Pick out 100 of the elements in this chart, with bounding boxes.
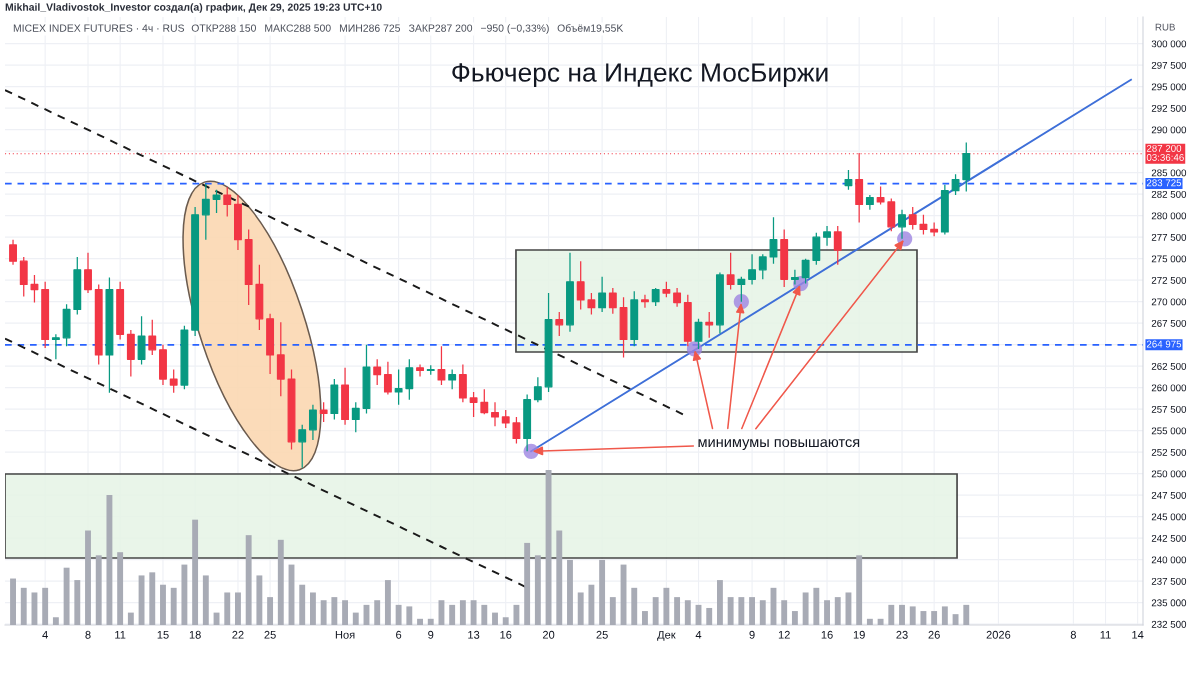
candlestick (201, 183, 210, 241)
x-tick-label: 20 (542, 630, 555, 639)
candlestick (769, 216, 778, 265)
candlestick (801, 258, 810, 285)
y-tick-label: 242 500 (1151, 534, 1187, 542)
bar (888, 604, 895, 625)
ref-line-label: 264 975 (1146, 340, 1182, 348)
candlestick (683, 294, 692, 347)
candlestick (608, 287, 617, 315)
bar (716, 580, 723, 625)
y-tick-label: 240 000 (1151, 556, 1187, 564)
y-tick-label: 270 000 (1151, 298, 1187, 306)
y-tick-label: 267 500 (1151, 319, 1187, 327)
candlestick (426, 364, 435, 376)
bar (181, 564, 188, 625)
bar (759, 600, 766, 625)
bar (20, 587, 27, 625)
candlestick (148, 319, 157, 356)
candlestick (373, 358, 382, 386)
x-tick-label: 14 (1132, 630, 1144, 639)
bar (106, 494, 113, 625)
candlestick (276, 321, 285, 397)
y-tick-label: 237 500 (1151, 577, 1187, 585)
bar (160, 584, 166, 625)
candlestick (9, 239, 17, 266)
x-tick-label: 8 (1070, 630, 1076, 639)
bar (245, 535, 252, 625)
x-tick-label: 25 (264, 630, 276, 639)
bar (224, 592, 231, 625)
bar (427, 618, 434, 625)
candlestick (737, 276, 746, 303)
candlestick (919, 214, 928, 236)
candlestick (223, 186, 232, 218)
y-tick-label: 235 000 (1151, 599, 1187, 607)
candlestick (30, 274, 39, 304)
candlestick (362, 344, 371, 415)
bar (459, 600, 466, 625)
bar (42, 587, 49, 625)
y-tick-label: 285 000 (1151, 169, 1187, 177)
y-axis-title: RUB (1155, 23, 1175, 31)
bar (85, 530, 91, 625)
bar (320, 600, 327, 625)
bar (781, 600, 788, 625)
x-tick-label: 4 (42, 630, 48, 639)
candlestick (726, 252, 735, 291)
bar (513, 604, 520, 625)
bar (609, 597, 616, 625)
candlestick (159, 344, 167, 386)
y-tick-label: 292 500 (1151, 104, 1187, 112)
candlestick (758, 253, 767, 280)
y-tick-label: 257 500 (1151, 405, 1187, 413)
bar (824, 600, 830, 625)
bar (749, 597, 756, 625)
candlestick (855, 152, 864, 224)
bar (127, 612, 134, 625)
bar (802, 592, 809, 625)
candlestick (630, 290, 639, 347)
bar (899, 604, 905, 625)
candlestick (555, 311, 564, 337)
candlestick (169, 368, 178, 394)
bar (877, 618, 884, 625)
candlestick (41, 281, 50, 349)
candlestick (94, 283, 103, 366)
bar (331, 597, 338, 625)
bar (256, 575, 263, 625)
y-tick-label: 232 500 (1151, 620, 1187, 628)
y-tick-label: 250 000 (1151, 470, 1187, 478)
candlestick (212, 189, 221, 214)
x-tick-label: 9 (428, 630, 434, 639)
candlestick (823, 225, 831, 247)
candlestick (351, 401, 360, 433)
bar (534, 555, 541, 625)
annotation: МАКС288 500 (265, 24, 331, 32)
y-tick-label: 272 500 (1151, 276, 1187, 284)
y-tick-label: 300 000 (1151, 40, 1187, 48)
annotation: ЗАКР287 200 (408, 24, 473, 32)
candlestick (105, 276, 114, 394)
bar (727, 597, 734, 625)
bar (299, 584, 306, 625)
candlestick (298, 424, 307, 469)
bar (674, 597, 681, 625)
candlestick (908, 206, 917, 231)
x-tick-label: 25 (596, 630, 608, 639)
candlestick (287, 368, 296, 451)
bar (652, 597, 659, 625)
candlestick (930, 221, 939, 237)
y-tick-label: 252 500 (1151, 448, 1187, 456)
ref-line-label: 283 725 (1146, 179, 1182, 187)
y-tick-label: 282 500 (1151, 190, 1187, 198)
candlestick (641, 294, 649, 309)
candlestick (469, 391, 478, 418)
y-tick-label: 260 000 (1151, 384, 1187, 392)
candlestick (51, 333, 60, 360)
candlestick (341, 367, 350, 426)
bar (309, 592, 316, 625)
bar (599, 559, 606, 625)
bar (470, 600, 477, 625)
y-tick-label: 295 000 (1151, 83, 1187, 91)
candlestick (330, 378, 339, 421)
candlestick (191, 206, 200, 337)
